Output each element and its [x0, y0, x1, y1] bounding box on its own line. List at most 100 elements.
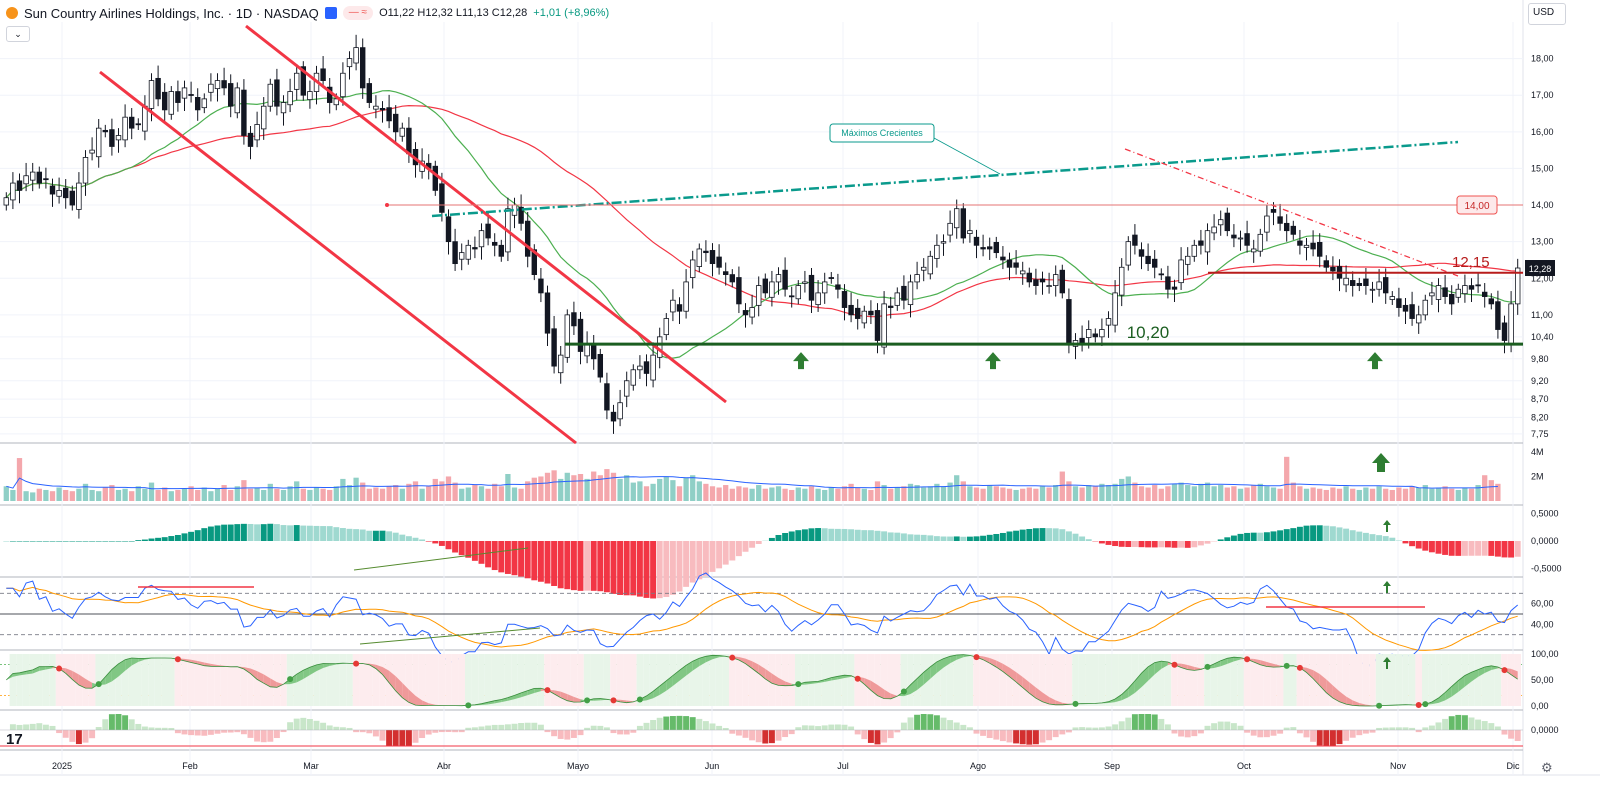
macd-histogram-bar: [128, 541, 135, 542]
volume-bar: [1396, 487, 1402, 501]
stoch-cross-dot: [729, 654, 736, 661]
volume-bar: [907, 483, 914, 501]
macd-histogram-bar: [1112, 541, 1119, 547]
volume-bar: [1191, 486, 1197, 501]
momentum-bar: [293, 718, 300, 730]
volume-bar: [584, 478, 590, 501]
candle-body: [1118, 266, 1125, 296]
volume-bar: [690, 475, 696, 501]
flag-icon[interactable]: [324, 7, 337, 19]
symbol-title[interactable]: Sun Country Airlines Holdings, Inc. · 1D…: [24, 5, 319, 21]
macd-histogram-bar: [221, 524, 228, 541]
candle-body: [617, 402, 623, 420]
stoch-background-band: [69, 654, 76, 706]
macd-histogram-bar: [181, 533, 188, 541]
stoch-background-band: [504, 654, 512, 706]
stoch-fill-segment: [250, 668, 258, 680]
candle-body: [1264, 215, 1270, 233]
volume-bar: [1376, 486, 1382, 501]
momentum-bar: [122, 715, 129, 730]
currency-button[interactable]: [1528, 3, 1566, 25]
chevron-down-icon[interactable]: ⌄: [6, 26, 30, 42]
stoch-fill-segment: [1181, 663, 1188, 670]
stoch-background-band: [696, 654, 703, 706]
volume-bar: [848, 483, 854, 501]
candle-body: [155, 77, 161, 100]
candle-body: [227, 83, 234, 107]
candle-body: [1132, 234, 1138, 246]
stoch-cross-dot: [1171, 661, 1178, 668]
stoch-background-band: [88, 654, 96, 706]
macd-histogram-bar: [102, 541, 109, 542]
stoch-background-band: [1085, 654, 1092, 706]
macd-up-arrow-icon: [1383, 520, 1391, 532]
momentum-bar: [36, 723, 43, 730]
candle-body: [1191, 244, 1198, 257]
macd-histogram-bar: [1118, 541, 1125, 547]
stoch-fill-segment: [771, 673, 779, 686]
candle-body: [637, 365, 643, 371]
momentum-bar: [161, 727, 168, 730]
volume-bar: [379, 488, 386, 501]
volume-bar: [280, 489, 287, 501]
candle-body: [927, 255, 934, 275]
stoch-fill-segment: [1313, 670, 1320, 686]
indicator-pill[interactable]: — ≈: [342, 6, 374, 20]
macd-histogram-bar: [56, 541, 63, 542]
momentum-bar: [1065, 730, 1072, 733]
momentum-bar: [986, 730, 993, 739]
momentum-bar: [1230, 723, 1237, 730]
candle-body: [16, 180, 23, 191]
macd-histogram-bar: [3, 541, 10, 542]
macd-histogram-bar: [999, 532, 1006, 541]
stoch-background-band: [432, 654, 439, 706]
momentum-bar: [148, 727, 155, 730]
stoch-background-band: [1270, 654, 1277, 706]
rsi-line: [6, 572, 1519, 667]
stoch-background-band: [478, 654, 485, 706]
momentum-bar: [42, 724, 49, 730]
momentum-bar: [333, 726, 340, 730]
candle-body: [406, 127, 412, 155]
momentum-bar: [1514, 730, 1521, 742]
momentum-bar: [1164, 724, 1171, 730]
macd-histogram-bar: [742, 541, 749, 552]
candle-body: [1250, 248, 1257, 253]
momentum-bar: [1415, 730, 1422, 733]
y-tick-label: 7,75: [1531, 429, 1549, 439]
momentum-bar: [808, 725, 815, 730]
stoch-cross-dot: [1376, 702, 1383, 709]
volume-bar: [82, 483, 89, 501]
momentum-bar: [412, 730, 419, 743]
macd-histogram-bar: [399, 534, 406, 541]
volume-bar: [261, 489, 267, 501]
stoch-fill-segment: [309, 664, 317, 676]
momentum-bar: [1455, 714, 1462, 730]
volume-bar: [254, 487, 260, 501]
stoch-cross-dot: [1501, 667, 1508, 674]
macd-histogram-bar: [1442, 541, 1449, 555]
gear-icon[interactable]: ⚙: [1541, 760, 1553, 775]
volume-bar: [789, 489, 795, 501]
volume-bar: [940, 486, 947, 501]
macd-histogram-bar: [1125, 541, 1132, 547]
candle-body: [234, 87, 241, 114]
macd-histogram-bar: [1382, 536, 1389, 541]
stoch-cross-dot: [174, 656, 181, 663]
momentum-bar: [1468, 717, 1475, 730]
macd-histogram-bar: [788, 531, 795, 541]
macd-histogram-bar: [29, 541, 36, 542]
stoch-background-band: [1125, 654, 1132, 706]
stoch-background-band: [550, 654, 558, 706]
candle-body: [1475, 284, 1481, 287]
stoch-background-band: [577, 654, 584, 706]
candle-body: [769, 281, 775, 298]
stoch-background-band: [1052, 654, 1059, 706]
stoch-fill-segment: [290, 674, 297, 685]
candle-body: [907, 281, 914, 306]
momentum-bar: [227, 730, 234, 733]
momentum-bar: [141, 726, 148, 730]
momentum-bar: [1092, 727, 1099, 730]
macd-histogram-bar: [69, 541, 76, 542]
